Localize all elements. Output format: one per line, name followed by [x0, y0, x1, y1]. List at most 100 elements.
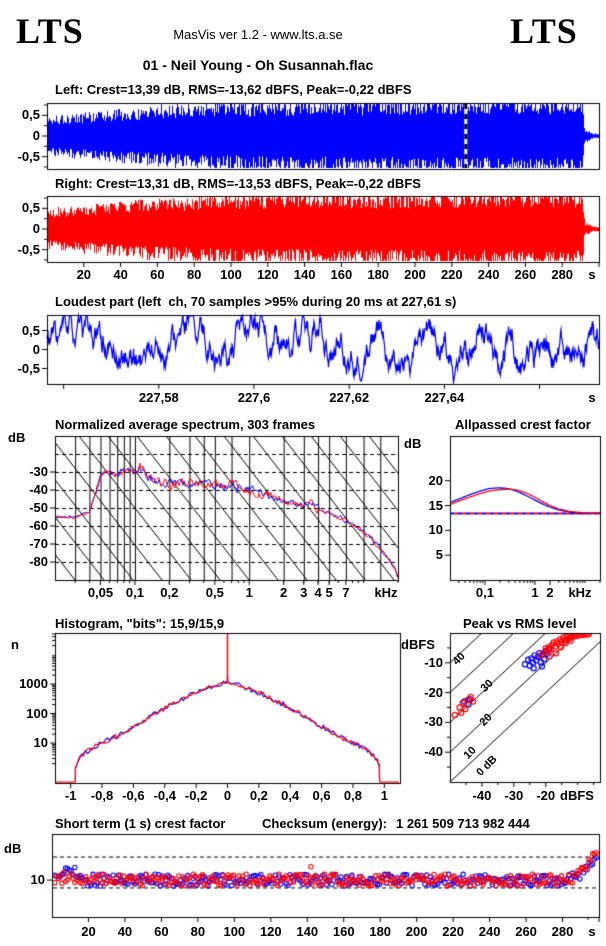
histogram-y-unit-label: n: [11, 637, 19, 652]
tick-label: dBFS: [560, 788, 594, 803]
tick-label: 1000: [19, 676, 48, 691]
tick-label: -40: [472, 788, 492, 803]
lts-logo-left: LTS: [16, 11, 84, 51]
checksum-value: 1 261 509 713 982 444: [395, 816, 530, 831]
tick-label: 100: [26, 705, 48, 721]
tick-label: -0,2: [184, 788, 208, 803]
tick-label: 220: [442, 924, 464, 939]
song-title: 01 - Neil Young - Oh Susannah.flac: [142, 57, 374, 73]
app-version-line: MasVis ver 1.2 - www.lts.a.se: [173, 27, 343, 42]
short-term-crest-title: Short term (1 s) crest factor: [55, 816, 226, 831]
tick-label: 0: [32, 128, 40, 143]
tick-label: 227,58: [138, 390, 179, 405]
tick-label: kHz: [374, 585, 398, 600]
tick-label: 60: [150, 267, 165, 282]
tick-label: -60: [29, 518, 48, 533]
tick-label: -30: [504, 788, 524, 803]
tick-label: 7: [342, 585, 350, 600]
tick-label: 40: [117, 924, 133, 939]
tick-label: 227,62: [329, 390, 370, 405]
tick-label: 0,5: [205, 585, 224, 600]
tick-label: 120: [256, 267, 279, 282]
right-waveform-title: Right: Crest=13,31 dB, RMS=-13,53 dBFS, …: [55, 176, 421, 191]
tick-label: 240: [478, 924, 501, 939]
tick-label: 80: [186, 267, 202, 282]
tick-label: kHz: [568, 585, 592, 600]
tick-label: 0: [32, 221, 40, 236]
allpassed-y-unit-label: dB: [404, 436, 422, 451]
tick-label: 180: [367, 267, 390, 282]
short-term-y-unit-label: dB: [4, 841, 22, 856]
tick-label: -0,8: [90, 788, 114, 803]
tick-label: 0,5: [21, 322, 40, 338]
tick-label: -20: [536, 788, 556, 803]
tick-label: s: [588, 267, 596, 282]
tick-label: 200: [405, 924, 428, 939]
tick-label: 280: [551, 267, 574, 282]
tick-label: 1: [380, 788, 388, 803]
peak-rms-y-unit-label: dBFS: [401, 637, 435, 652]
tick-label: -40: [29, 482, 48, 497]
tick-label: 0,2: [249, 788, 268, 803]
tick-label: -30: [424, 714, 443, 730]
tick-label: 3: [300, 585, 308, 600]
spectrum-y-unit-label: dB: [8, 430, 26, 445]
tick-label: 240: [477, 267, 500, 282]
tick-label: 100: [223, 924, 246, 939]
tick-label: -20: [424, 684, 443, 700]
tick-label: -40: [424, 744, 443, 760]
tick-label: 20: [76, 267, 92, 282]
tick-label: -0,5: [17, 241, 40, 257]
tick-label: 0,8: [343, 788, 362, 803]
tick-label: 0,5: [21, 200, 40, 216]
tick-label: 20: [81, 924, 96, 939]
tick-label: 140: [293, 267, 316, 282]
tick-label: 160: [332, 924, 355, 939]
tick-label: 0: [223, 788, 232, 803]
tick-label: 180: [369, 924, 392, 939]
tick-label: 5: [435, 547, 443, 563]
tick-label: 120: [259, 924, 282, 939]
tick-label: 10: [428, 522, 443, 538]
left-waveform-title: Left: Crest=13,39 dB, RMS=-13,62 dBFS, P…: [55, 82, 412, 97]
tick-label: 5: [325, 585, 333, 600]
tick-label: 100: [220, 267, 242, 282]
tick-label: 10: [33, 735, 48, 750]
histogram-title: Histogram, "bits": 15,9/15,9: [55, 616, 225, 631]
tick-label: -10: [424, 654, 443, 670]
tick-label: 0,5: [21, 107, 40, 123]
checksum-line: Checksum (energy): 1 261 509 713 982 444: [262, 816, 530, 831]
tick-label: 227,64: [424, 390, 465, 405]
tick-label: 260: [514, 267, 537, 282]
tick-label: 2: [280, 585, 288, 600]
tick-label: 260: [515, 924, 537, 939]
allpassed-crest-title: Allpassed crest factor: [455, 417, 591, 432]
tick-label: 0: [32, 341, 40, 357]
tick-label: -50: [29, 500, 48, 515]
tick-label: 0,1: [125, 585, 144, 600]
tick-label: 227,6: [237, 390, 271, 405]
tick-label: 4: [314, 585, 322, 600]
tick-label: -0,5: [17, 360, 40, 376]
tick-label: 0,6: [312, 788, 331, 803]
peak-vs-rms-title: Peak vs RMS level: [463, 616, 577, 631]
tick-label: 2: [546, 585, 554, 600]
tick-label: 0,4: [281, 788, 300, 803]
tick-label: 160: [330, 267, 353, 282]
tick-label: -0,5: [17, 148, 40, 164]
tick-label: 140: [296, 924, 319, 939]
tick-label: -0,4: [153, 788, 176, 803]
tick-label: -1: [64, 788, 77, 803]
tick-label: -70: [29, 536, 48, 551]
loudest-part-title: Loudest part (left ch, 70 samples >95% d…: [55, 294, 457, 309]
tick-label: -80: [29, 554, 48, 569]
checksum-label: Checksum (energy):: [262, 816, 387, 831]
tick-label: 0,1: [475, 585, 494, 600]
tick-label: -30: [29, 464, 48, 479]
tick-label: 20: [428, 472, 443, 488]
tick-label: 220: [440, 267, 463, 282]
tick-label: 1: [531, 585, 539, 600]
lts-logo-right: LTS: [510, 11, 578, 51]
